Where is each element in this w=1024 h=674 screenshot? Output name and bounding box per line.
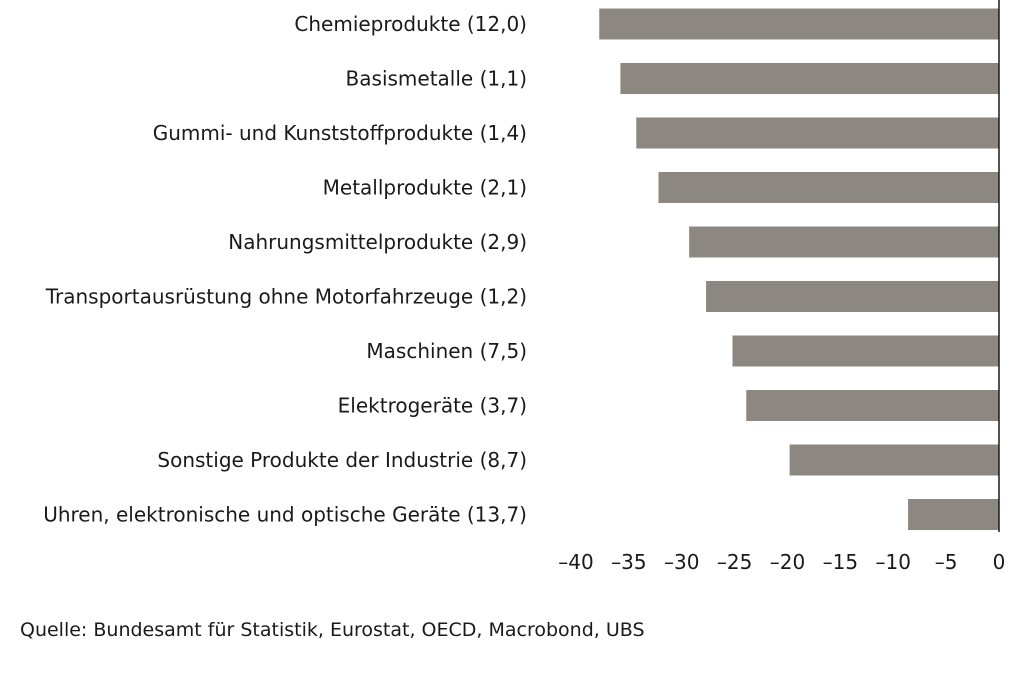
bar	[620, 63, 999, 94]
category-label: Chemieprodukte (12,0)	[294, 12, 527, 36]
bar	[636, 117, 999, 149]
bar	[908, 499, 999, 530]
x-tick-label: –25	[717, 550, 752, 574]
category-label: Gummi- und Kunststoffprodukte (1,4)	[153, 121, 527, 145]
x-axis: –40 –35 –30 –25 –20 –15 –10 –5 0	[558, 0, 1005, 574]
category-label: Sonstige Produkte der Industrie (8,7)	[157, 448, 527, 472]
category-label: Elektrogeräte (3,7)	[338, 394, 527, 418]
x-tick-label: –30	[664, 550, 699, 574]
x-tick-label: –15	[823, 550, 858, 574]
bar	[732, 335, 999, 367]
x-tick-label: –5	[935, 550, 958, 574]
bar	[789, 444, 999, 476]
category-label: Nahrungsmittelprodukte (2,9)	[228, 230, 527, 254]
bar	[658, 172, 999, 203]
bar	[599, 8, 999, 40]
bar	[689, 226, 999, 258]
category-label: Maschinen (7,5)	[366, 339, 527, 363]
category-label: Metallprodukte (2,1)	[323, 176, 527, 200]
category-labels: Chemieprodukte (12,0) Basismetalle (1,1) G…	[43, 12, 527, 527]
category-label: Basismetalle (1,1)	[346, 67, 527, 91]
x-tick-label: 0	[993, 550, 1006, 574]
x-tick-label: –20	[770, 550, 805, 574]
x-tick-label: –10	[876, 550, 911, 574]
bar	[706, 281, 999, 312]
x-tick-label: –35	[611, 550, 646, 574]
x-tick-label: –40	[558, 550, 593, 574]
bars-group	[599, 8, 999, 530]
category-label: Uhren, elektronische und optische Geräte…	[43, 503, 527, 527]
bar	[746, 390, 999, 421]
category-label: Transportausrüstung ohne Motorfahrzeuge …	[45, 285, 527, 309]
source-note: Quelle: Bundesamt für Statistik, Eurosta…	[20, 619, 645, 641]
